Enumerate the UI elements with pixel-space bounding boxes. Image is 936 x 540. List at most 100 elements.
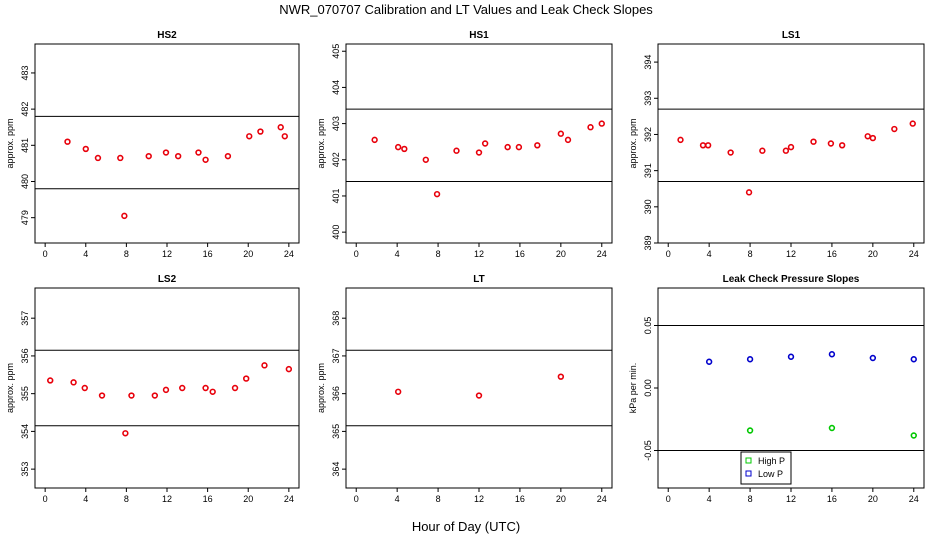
data-point [587,124,594,131]
panel-title: LS2 [158,274,177,285]
panel-ls2: LS2 0 4 8 12 16 20 24 353 354 355 356 357 approx. ppm [5,274,300,504]
y-tick-label: 364 [331,462,341,477]
x-tick-label: 20 [868,494,878,504]
data-point [371,136,378,144]
x-tick-label: 12 [474,494,484,504]
panel-leak: Leak Check Pressure Slopes 0 4 8 12 16 20 24 -0.… [628,274,925,504]
x-tick-label: 0 [354,494,359,504]
y-tick-label: 482 [20,102,30,117]
x-tick-label: 20 [556,249,566,259]
data-point [422,156,429,163]
x-tick-label: 24 [597,494,607,504]
data-point [481,140,489,147]
x-tick-label: 0 [43,494,48,504]
y-tick-label: 0.05 [643,317,653,335]
panel-title: HS2 [157,30,177,41]
y-tick-label: 366 [331,386,341,401]
data-point [534,142,541,149]
data-point [121,212,128,220]
y-tick-label: 404 [331,80,341,95]
x-tick-label: 12 [786,494,796,504]
y-tick-label: 354 [20,424,30,439]
data-point [70,379,77,386]
y-tick-label: 392 [643,127,653,142]
y-tick-label: 394 [643,55,653,70]
x-tick-label: 8 [124,494,129,504]
y-tick-label: -0.05 [643,440,653,461]
data-point [128,392,135,399]
data-point [475,392,483,399]
panel-title: HS1 [469,30,489,41]
legend-high-label: High P [758,456,785,466]
x-tick-label: 16 [827,249,837,259]
x-tick-label: 24 [284,494,294,504]
y-axis-label: approx. ppm [5,363,15,413]
y-tick-label: 367 [331,348,341,363]
y-tick-label: 368 [331,311,341,326]
data-point [277,124,284,131]
data-point [179,384,186,392]
y-tick-label: 356 [20,348,30,363]
data-point [746,427,754,434]
data-point [910,432,917,439]
y-tick-label: 391 [643,163,653,178]
y-axis-label: approx. ppm [316,118,326,168]
data-point [787,353,795,360]
panel-title: Leak Check Pressure Slopes [723,274,860,285]
data-point [869,134,877,142]
x-tick-label: 4 [707,249,712,259]
data-point [261,362,268,369]
data-point [231,384,239,392]
x-tick-label: 8 [436,494,441,504]
x-tick-label: 4 [83,249,88,259]
y-tick-label: 402 [331,152,341,167]
data-point [869,354,877,362]
data-point [433,190,441,198]
panel-title: LS1 [782,30,801,41]
y-tick-label: 365 [331,424,341,439]
data-point [909,120,916,127]
x-tick-label: 16 [515,494,525,504]
x-tick-label: 4 [707,494,712,504]
data-point [746,356,754,363]
x-tick-label: 16 [203,494,213,504]
data-point [864,133,871,140]
data-point [162,386,170,394]
x-tick-label: 8 [436,249,441,259]
legend-low-marker [745,470,752,477]
data-point [504,143,511,151]
panel-lt: LT 0 4 8 12 16 20 24 364 365 366 367 368 approx. ppm [316,274,613,504]
y-tick-label: 353 [20,462,30,477]
data-point [759,147,766,154]
y-tick-label: 390 [643,199,653,214]
x-tick-label: 24 [597,249,607,259]
x-tick-label: 16 [515,249,525,259]
data-point [64,138,71,145]
data-point [394,143,402,151]
x-tick-label: 12 [786,249,796,259]
legend: High P Low P [740,451,792,485]
data-point [827,140,835,147]
x-tick-label: 20 [243,494,253,504]
data-point [195,149,202,156]
x-tick-label: 8 [748,249,753,259]
x-tick-label: 24 [284,249,294,259]
y-tick-label: 355 [20,386,30,401]
data-point [209,388,216,395]
panel-hs2: HS2 0 4 8 12 16 20 24 479 480 481 482 483 approx. ppm [5,30,300,259]
data-point [281,133,288,140]
plot-frame [345,43,613,244]
legend-high-marker [745,457,752,464]
data-point [810,138,817,145]
data-point [151,392,159,399]
y-tick-label: 405 [331,44,341,59]
y-tick-label: 483 [20,65,30,80]
data-point [598,120,605,127]
data-point [145,152,152,160]
data-point [704,142,712,149]
x-tick-label: 16 [827,494,837,504]
data-point [243,375,250,382]
x-tick-label: 24 [909,249,919,259]
data-point [828,424,836,432]
